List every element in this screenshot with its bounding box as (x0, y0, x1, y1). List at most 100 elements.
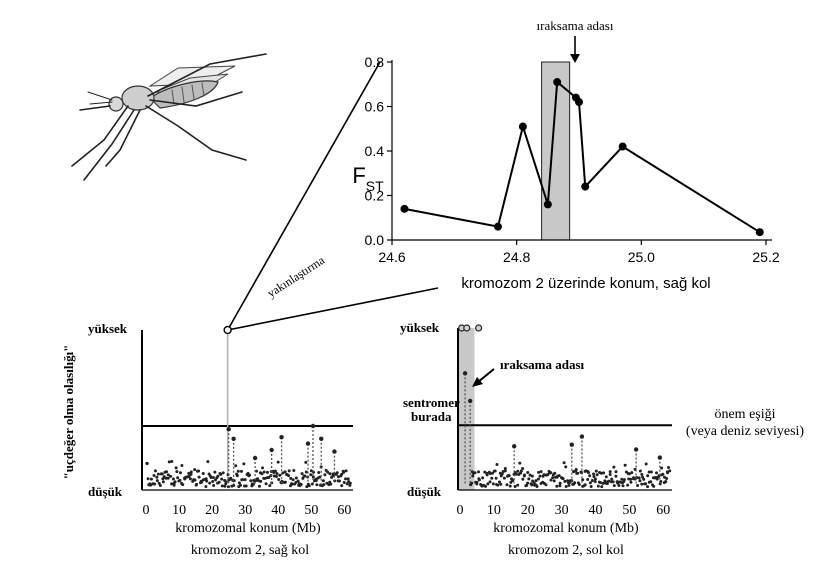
left-arm-peak-point (657, 455, 663, 460)
zoom-y-ticks: 0.0 0.2 0.4 0.6 0.8 (365, 54, 392, 248)
right-arm-noise-point (206, 460, 210, 464)
right-arm-noise-point (277, 478, 281, 482)
left-arm-noise-point (549, 478, 553, 482)
left-arm-noise-point (574, 468, 578, 472)
left-arm-noise-point (485, 473, 489, 477)
right-arm-noise-point (346, 477, 350, 481)
left-arm-noise-point (536, 477, 540, 481)
right-arm-noise-point (181, 483, 185, 487)
left-arm-noise-point (494, 476, 498, 480)
left-arm-noise-point (629, 477, 633, 481)
right-arm-noise-point (235, 474, 239, 478)
right-arm-noise-point (204, 485, 208, 489)
left-arm-x-tick-label: 30 (555, 503, 569, 518)
left-arm-noise-point (626, 483, 630, 487)
zoom-y-label: FST (352, 163, 384, 194)
right-arm-noise-point (169, 474, 173, 478)
right-arm-x-tick-label: 20 (205, 503, 219, 518)
right-arm-noise-point (248, 473, 252, 477)
right-arm-noise-point (170, 482, 174, 486)
right-arm-noise-point (314, 479, 318, 483)
right-arm-noise-point (153, 482, 157, 486)
right-arm-noise-point (301, 476, 305, 480)
right-arm-noise-point (211, 479, 215, 483)
right-arm-noise-point (165, 470, 169, 474)
right-arm-noise-point (171, 477, 175, 481)
left-arm-noise-point (661, 472, 665, 476)
left-arm-noise-point (499, 482, 503, 486)
right-arm-noise-point (234, 464, 238, 468)
right-arm-peak-point (269, 447, 274, 453)
left-arm-noise-point (558, 484, 562, 488)
right-arm-noise-point (335, 471, 339, 475)
left-arm-noise-point (535, 484, 539, 488)
right-arm-noise-point (260, 472, 264, 476)
right-arm-noise-point (220, 477, 224, 481)
left-arm-noise-point (563, 479, 567, 483)
left-arm-noise-point (491, 471, 495, 475)
left-arm-noise-point (581, 478, 585, 482)
right-arm-noise-point (323, 473, 327, 477)
left-arm-noise-point (660, 466, 664, 470)
left-arm-x-tick-label: 10 (487, 503, 501, 518)
left-arm-low-label: düşük (407, 484, 442, 499)
left-arm-noise-point (508, 484, 512, 488)
right-arm-noise-point (345, 482, 349, 486)
zoom-y-tick-label: 0.2 (365, 188, 385, 204)
left-arm-island-highlight (458, 328, 475, 490)
left-arm-x-label: kromozomal konum (Mb) (493, 521, 639, 536)
right-arm-noise-point (174, 466, 178, 470)
zoom-connector-line (226, 61, 381, 331)
right-arm-noise-point (265, 470, 269, 474)
right-arm-noise-points (145, 460, 352, 489)
right-arm-noise-point (155, 479, 159, 483)
left-arm-noise-point (666, 471, 670, 475)
left-arm-x-tick-label: 20 (521, 503, 535, 518)
left-arm-peaks (462, 371, 663, 484)
right-arm-noise-point (287, 474, 291, 478)
right-arm-peak-point (226, 427, 231, 432)
right-arm-noise-point (241, 478, 245, 482)
left-arm-noise-point (637, 476, 641, 480)
left-arm-noise-point (526, 470, 530, 474)
right-arm-noise-point (166, 473, 170, 477)
fst-data-point (618, 142, 627, 151)
left-arm-noise-point (530, 483, 534, 487)
left-arm-noise-point (604, 475, 608, 479)
left-arm-noise-point (592, 475, 596, 479)
left-arm-noise-point (496, 483, 500, 487)
left-arm-noise-point (488, 480, 492, 484)
right-arm-noise-point (283, 470, 287, 474)
right-arm-noise-point (260, 466, 264, 470)
left-arm-noise-point (513, 484, 517, 488)
right-arm-x-tick-label: 40 (271, 503, 285, 518)
threshold-label: önem eşiği (veya deniz seviyesi) (686, 407, 805, 439)
left-arm-noise-point (592, 472, 596, 476)
right-arm-x-tick-label: 60 (337, 503, 351, 518)
left-arm-noise-point (593, 477, 597, 481)
right-arm-noise-point (201, 472, 205, 476)
left-arm-noise-point (567, 483, 571, 487)
right-arm-peak-point (305, 441, 311, 446)
right-arm-noise-point (311, 475, 315, 479)
right-arm-noise-point (291, 478, 295, 482)
left-arm-noise-point (551, 476, 555, 480)
right-arm-peak-point (279, 435, 284, 440)
left-arm-noise-point (544, 483, 548, 487)
right-arm-noise-point (156, 472, 160, 476)
right-arm-noise-point (348, 481, 352, 485)
left-arm-noise-point (527, 477, 531, 481)
left-arm-noise-point (638, 469, 642, 473)
left-arm-noise-point (647, 470, 651, 474)
zoom-island-label: ıraksama adası (537, 18, 614, 33)
left-arm-noise-point (593, 480, 597, 484)
right-arm-peak-point (332, 449, 337, 454)
mosquito-icon (71, 53, 267, 181)
right-arm-noise-point (264, 482, 268, 486)
left-arm-noise-point (614, 474, 618, 478)
left-arm-noise-point (470, 481, 474, 485)
right-arm-noise-point (193, 478, 197, 482)
right-arm-noise-point (322, 483, 326, 487)
left-arm-noise-point (511, 479, 515, 483)
left-arm-peak-point (579, 434, 585, 439)
